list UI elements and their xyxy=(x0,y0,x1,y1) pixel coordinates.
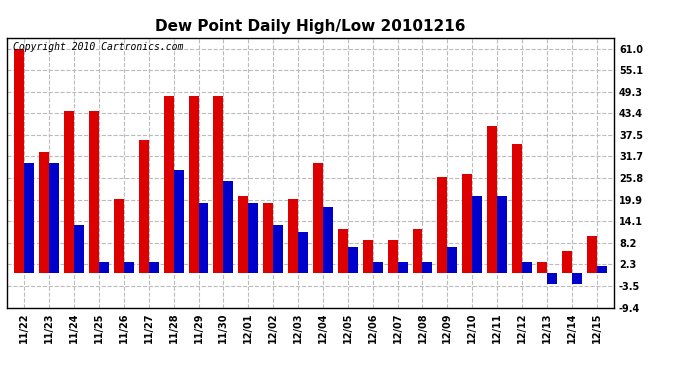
Bar xyxy=(248,203,258,273)
Bar xyxy=(522,262,532,273)
Text: Dew Point Daily High/Low 20101216: Dew Point Daily High/Low 20101216 xyxy=(155,19,466,34)
Bar xyxy=(512,144,522,273)
Bar xyxy=(363,240,373,273)
Bar xyxy=(323,207,333,273)
Bar xyxy=(388,240,397,273)
Bar xyxy=(139,141,149,273)
Bar xyxy=(497,196,507,273)
Bar xyxy=(39,152,49,273)
Bar xyxy=(89,111,99,273)
Bar xyxy=(288,200,298,273)
Bar xyxy=(199,203,208,273)
Bar xyxy=(422,262,433,273)
Bar xyxy=(572,273,582,284)
Bar xyxy=(437,177,447,273)
Text: Copyright 2010 Cartronics.com: Copyright 2010 Cartronics.com xyxy=(13,42,184,51)
Bar xyxy=(413,229,422,273)
Bar xyxy=(174,170,184,273)
Bar xyxy=(348,247,358,273)
Bar xyxy=(74,225,84,273)
Bar xyxy=(562,251,572,273)
Bar xyxy=(472,196,482,273)
Bar xyxy=(487,126,497,273)
Bar xyxy=(597,266,607,273)
Bar xyxy=(298,232,308,273)
Bar xyxy=(188,96,199,273)
Bar xyxy=(114,200,124,273)
Bar xyxy=(462,174,472,273)
Bar xyxy=(537,262,547,273)
Bar xyxy=(149,262,159,273)
Bar xyxy=(124,262,134,273)
Bar xyxy=(49,163,59,273)
Bar xyxy=(586,236,597,273)
Bar xyxy=(338,229,348,273)
Bar xyxy=(373,262,383,273)
Bar xyxy=(14,48,24,273)
Bar xyxy=(224,181,233,273)
Bar xyxy=(213,96,224,273)
Bar xyxy=(99,262,109,273)
Bar xyxy=(447,247,457,273)
Bar xyxy=(24,163,34,273)
Bar xyxy=(313,163,323,273)
Bar xyxy=(263,203,273,273)
Bar xyxy=(238,196,248,273)
Bar xyxy=(547,273,557,284)
Bar xyxy=(64,111,74,273)
Bar xyxy=(397,262,408,273)
Bar xyxy=(273,225,283,273)
Bar xyxy=(164,96,174,273)
